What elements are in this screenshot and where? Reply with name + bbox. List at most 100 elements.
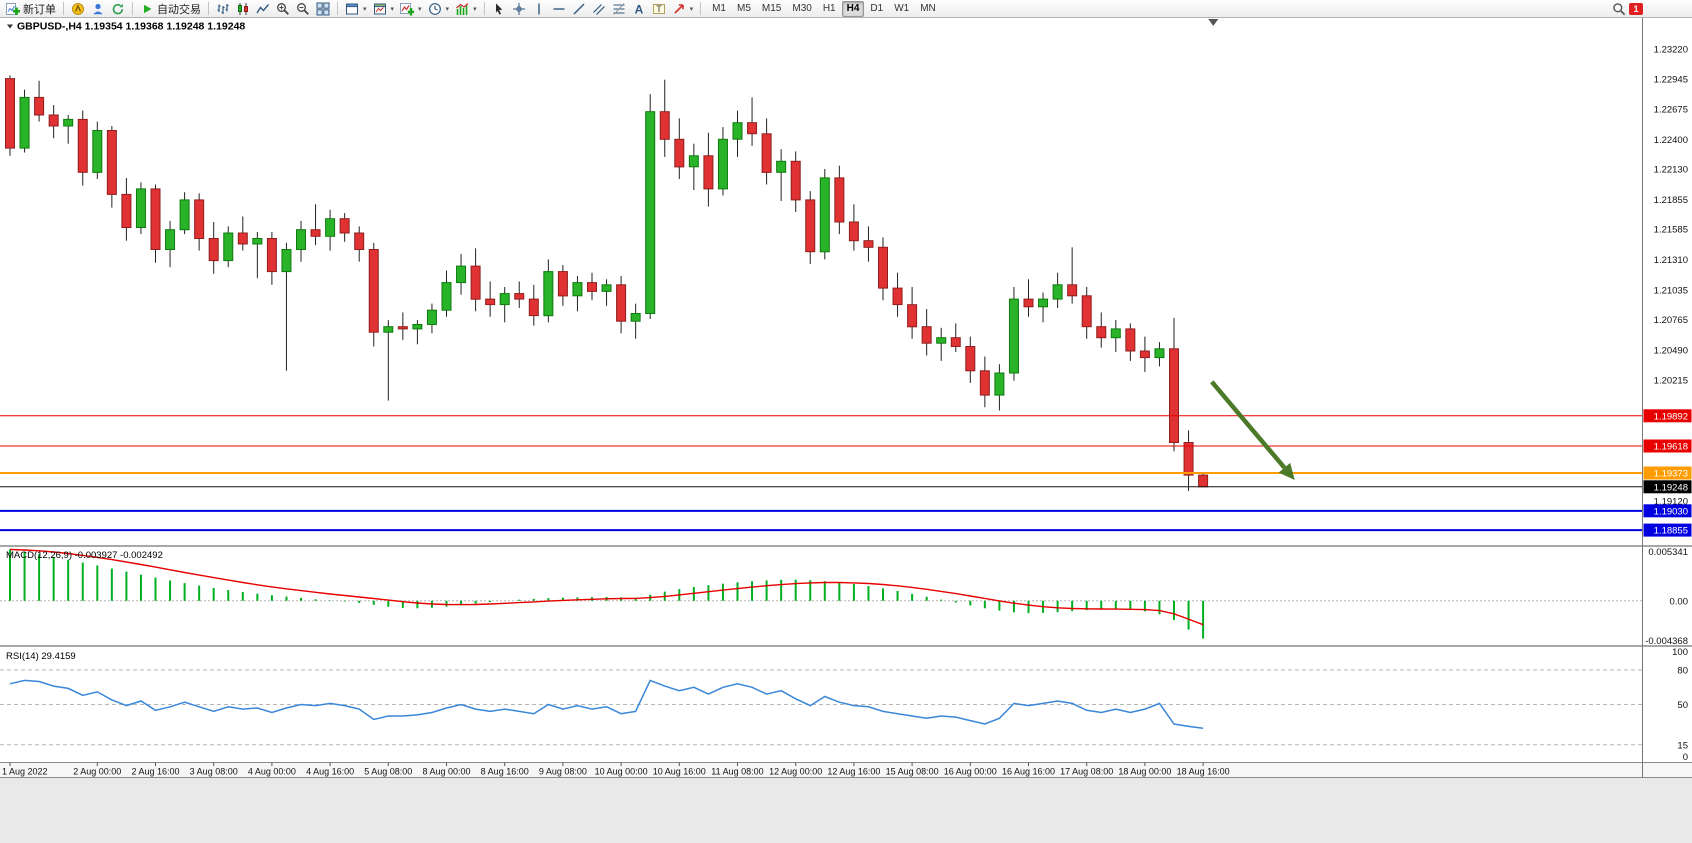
charts-window-button[interactable]: ▾ (342, 1, 370, 17)
candlestick-chart-button[interactable] (233, 1, 253, 17)
svg-text:1.19030: 1.19030 (1654, 506, 1688, 517)
new-order-label: 新订单 (23, 3, 56, 16)
community-button[interactable] (88, 1, 108, 17)
timeframe-button-m5[interactable]: M5 (737, 2, 751, 14)
crosshair-button[interactable] (509, 1, 529, 17)
svg-text:17 Aug 08:00: 17 Aug 08:00 (1060, 767, 1113, 777)
bar-chart-button[interactable] (213, 1, 233, 17)
arrows-button[interactable]: ▾ (669, 1, 697, 17)
text-button[interactable]: A (629, 1, 649, 17)
refresh-button[interactable] (108, 1, 128, 17)
cursor-icon (495, 3, 502, 15)
chevron-down-icon: ▾ (390, 5, 395, 13)
profiles-button[interactable]: ▾ (370, 1, 398, 17)
macd-label: MACD(12,26,9) -0.003927 -0.002492 (6, 550, 163, 561)
auto-trading-button[interactable]: 自动交易 (137, 1, 204, 17)
macd-axis: 0.005341 0.00 -0.004368 (1645, 547, 1688, 647)
fibonacci-button[interactable] (609, 1, 629, 17)
svg-text:16 Aug 00:00: 16 Aug 00:00 (944, 767, 997, 777)
timeframe-button-mn[interactable]: MN (920, 2, 936, 14)
chevron-down-icon: ▾ (445, 5, 450, 13)
timeframe-button-m15[interactable]: M15 (761, 2, 782, 14)
timeframe-button-h4[interactable]: H4 (841, 0, 865, 17)
tile-windows-button[interactable] (313, 1, 333, 17)
chevron-down-icon: ▾ (689, 5, 694, 13)
timeframe-button-w1[interactable]: W1 (894, 2, 910, 14)
bar-chart-icon (217, 3, 229, 14)
chart-shift-marker (1208, 19, 1219, 26)
chevron-down-icon: ▾ (418, 5, 422, 13)
auto-trading-icon (144, 4, 152, 13)
svg-text:8 Aug 16:00: 8 Aug 16:00 (481, 767, 529, 777)
channel-button[interactable] (589, 1, 609, 17)
toolbar-separator (132, 2, 133, 15)
line-chart-button[interactable] (253, 1, 273, 17)
fibonacci-icon (613, 2, 625, 15)
svg-text:4 Aug 00:00: 4 Aug 00:00 (248, 767, 296, 777)
svg-text:1.22675: 1.22675 (1654, 105, 1688, 116)
svg-text:1.19120: 1.19120 (1654, 496, 1688, 507)
svg-text:12 Aug 16:00: 12 Aug 16:00 (827, 767, 880, 777)
svg-text:2 Aug 16:00: 2 Aug 16:00 (131, 767, 179, 777)
cursor-button[interactable] (489, 1, 509, 17)
chart-area[interactable]: 1.23220 1.22945 1.22675 1.22400 1.22130 1.218… (0, 18, 1692, 843)
mql5-icon (72, 2, 84, 15)
new-order-button[interactable]: 新订单 (3, 1, 59, 17)
svg-text:1.23220: 1.23220 (1654, 44, 1688, 55)
horizontal-line-button[interactable] (549, 1, 569, 17)
vertical-line-button[interactable] (529, 1, 549, 17)
periods-button[interactable]: ▾ (425, 1, 453, 17)
svg-text:2 Aug 00:00: 2 Aug 00:00 (73, 767, 121, 777)
svg-text:1.21855: 1.21855 (1654, 195, 1688, 206)
svg-text:50: 50 (1677, 700, 1688, 711)
profile-window-icon (373, 3, 386, 14)
trendline-button[interactable] (569, 1, 589, 17)
svg-text:5 Aug 08:00: 5 Aug 08:00 (364, 767, 412, 777)
search-icon (1613, 2, 1626, 15)
main-toolbar: 新订单 自动交易 (0, 0, 1692, 18)
mql5-button[interactable] (68, 1, 88, 17)
rsi-line (9, 679, 1204, 729)
toolbar-separator (208, 2, 209, 15)
svg-text:8 Aug 00:00: 8 Aug 00:00 (422, 767, 470, 777)
channel-icon (592, 3, 605, 15)
new-chart-button[interactable]: ▾ (397, 1, 425, 17)
timeframe-button-m30[interactable]: M30 (792, 2, 812, 14)
chevron-down-icon: ▾ (363, 5, 367, 13)
indicators-button[interactable]: ▾ (452, 1, 480, 17)
new-chart-icon (400, 2, 415, 15)
text-icon: A (634, 2, 643, 16)
svg-text:18 Aug 16:00: 18 Aug 16:00 (1177, 767, 1230, 777)
svg-text:1.20490: 1.20490 (1654, 345, 1688, 356)
svg-text:3 Aug 08:00: 3 Aug 08:00 (190, 767, 238, 777)
timeframe-button-d1[interactable]: D1 (870, 2, 884, 14)
svg-text:1.19248: 1.19248 (1654, 482, 1688, 493)
svg-text:80: 80 (1677, 666, 1688, 677)
svg-text:15: 15 (1677, 740, 1688, 751)
trend-arrow-annotation (1210, 380, 1295, 480)
timeframe-button-m1[interactable]: M1 (712, 2, 726, 14)
pane-separators (0, 18, 1692, 778)
notification-badge[interactable]: 1 (1629, 2, 1643, 15)
timeframe-button-h1[interactable]: H1 (822, 2, 836, 14)
svg-text:1.19618: 1.19618 (1654, 442, 1688, 453)
svg-text:1.20215: 1.20215 (1654, 376, 1688, 387)
refresh-icon (112, 3, 124, 14)
indicators-icon (456, 2, 469, 15)
vertical-line-icon (537, 3, 540, 14)
chart-window-icon (346, 3, 358, 14)
text-label-button[interactable]: T (649, 1, 669, 17)
svg-text:18 Aug 00:00: 18 Aug 00:00 (1118, 767, 1171, 777)
svg-text:1.21310: 1.21310 (1654, 255, 1688, 266)
svg-text:T: T (656, 4, 662, 14)
symbol-quote-label: GBPUSD-,H4 1.19354 1.19368 1.19248 1.192… (17, 21, 245, 33)
zoom-in-button[interactable] (273, 1, 293, 17)
svg-text:1.20765: 1.20765 (1654, 315, 1688, 326)
search-button[interactable] (1609, 1, 1629, 17)
macd-histogram (9, 549, 1205, 639)
zoom-out-button[interactable] (293, 1, 313, 17)
toolbar-separator (483, 2, 485, 15)
svg-text:9 Aug 08:00: 9 Aug 08:00 (539, 767, 587, 777)
svg-text:1.18855: 1.18855 (1654, 526, 1688, 537)
